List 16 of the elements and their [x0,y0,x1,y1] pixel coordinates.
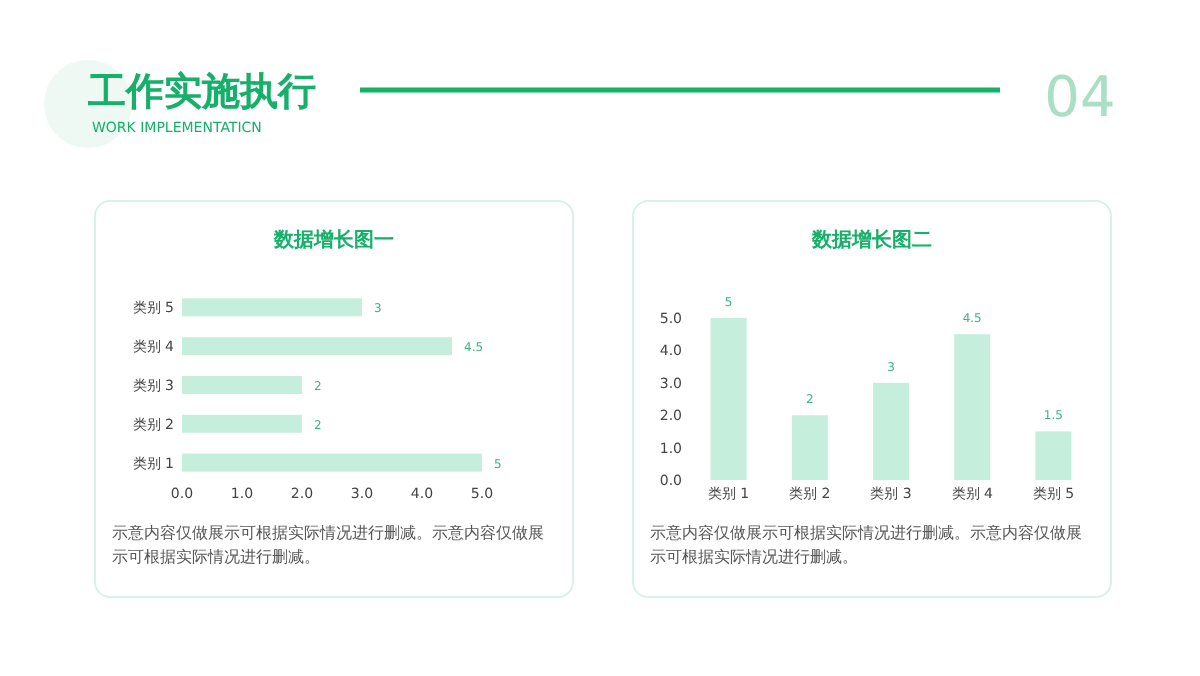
bar [182,298,362,317]
bar [182,453,482,472]
chart-title: 数据增长图二 [810,228,932,252]
bar [1035,431,1072,480]
bar [954,334,991,480]
bar [791,415,828,480]
bar [873,382,909,480]
bar [710,318,747,480]
text: 示意内容仅做展示可根据实际情况进行删减。示意内容仅做展示可根据实际情况进行删减。 [650,522,1084,570]
chart-title: 数据增长图一 [272,228,394,252]
text: 04 [1044,64,1116,130]
text: 工作实施执行 [86,70,316,114]
bar [182,414,302,433]
text: 示意内容仅做展示可根据实际情况进行删减。示意内容仅做展示可根据实际情况进行删减。 [112,522,546,570]
bar [182,337,452,356]
bar [182,376,302,394]
